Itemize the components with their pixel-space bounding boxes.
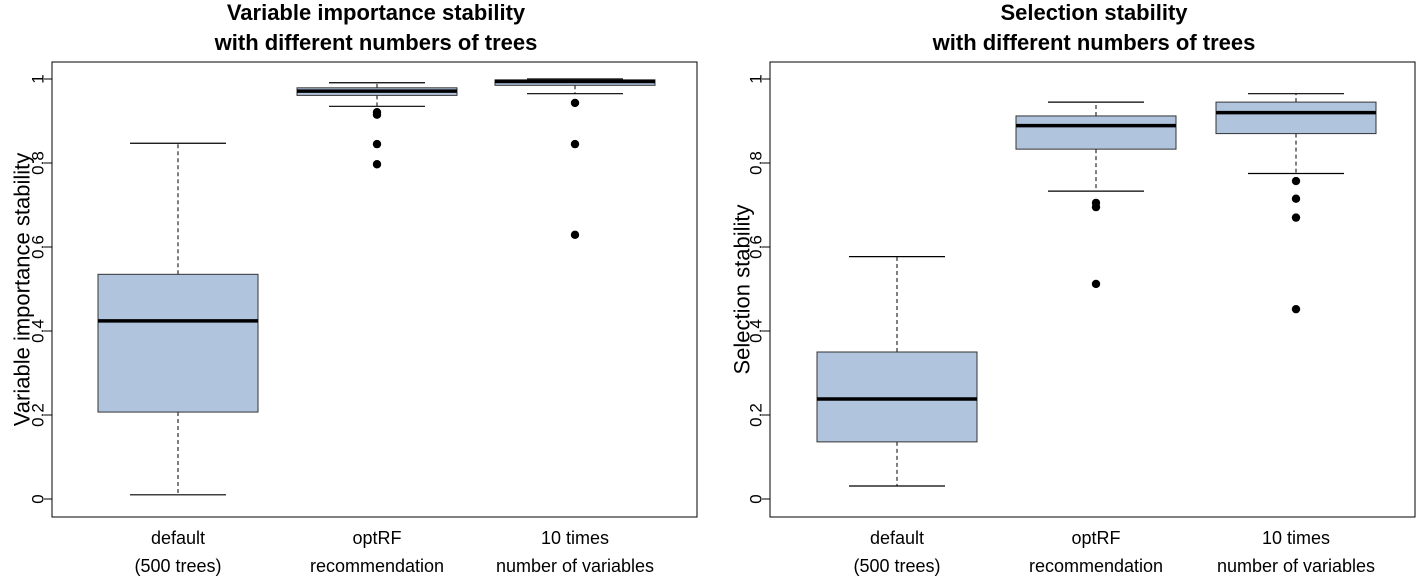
category-label: recommendation — [1029, 556, 1163, 576]
category-label: optRF — [1071, 528, 1120, 548]
plot-frame — [51, 61, 698, 518]
chart-title-line-1: Selection stability — [1000, 0, 1188, 25]
category-label: default — [870, 528, 924, 548]
chart-panel-1: Variable importance stability with differ… — [10, 0, 698, 576]
y-axis-label: Selection stability — [730, 205, 755, 375]
outlier-point — [570, 98, 580, 108]
y-tick-label: 0.6 — [29, 235, 48, 259]
box-2 — [296, 82, 458, 169]
outlier-point — [1291, 304, 1301, 314]
outlier-point — [570, 139, 580, 149]
box-iqr — [1215, 101, 1377, 135]
y-tick-label: 1 — [29, 74, 48, 83]
box-iqr — [97, 273, 259, 413]
box-iqr — [1015, 115, 1177, 150]
chart-title-line-2: with different numbers of trees — [214, 30, 538, 55]
y-tick-label: 0.2 — [747, 403, 766, 427]
y-tick-label: 0 — [29, 494, 48, 503]
outlier-point — [1091, 279, 1101, 289]
y-tick-label: 0.8 — [747, 151, 766, 175]
y-axis-label: Variable importance stability — [10, 153, 35, 427]
outlier-point — [372, 160, 382, 169]
category-label: number of variables — [1217, 556, 1375, 576]
category-label: number of variables — [496, 556, 654, 576]
outlier-point — [372, 110, 382, 119]
box-1 — [97, 142, 259, 496]
y-tick-label: 0.8 — [29, 151, 48, 175]
box-2 — [1015, 101, 1177, 289]
box-3 — [494, 78, 656, 240]
category-label: 10 times — [1262, 528, 1330, 548]
outlier-point — [1291, 176, 1301, 186]
category-label: recommendation — [310, 556, 444, 576]
chart-title-line-2: with different numbers of trees — [932, 30, 1256, 55]
category-label: (500 trees) — [134, 556, 221, 576]
category-label: (500 trees) — [853, 556, 940, 576]
y-tick-label: 1 — [747, 74, 766, 83]
outlier-point — [1291, 213, 1301, 222]
y-tick-label: 0.4 — [29, 319, 48, 343]
box-3 — [1215, 93, 1377, 314]
category-label: 10 times — [541, 528, 609, 548]
y-tick-label: 0 — [747, 494, 766, 503]
outlier-point — [1091, 202, 1101, 212]
plot-frame — [769, 61, 1416, 518]
box-iqr — [816, 351, 978, 443]
chart-panel-2: Selection stability with different number… — [730, 0, 1416, 576]
category-label: optRF — [352, 528, 401, 548]
chart-title-line-1: Variable importance stability — [227, 0, 526, 25]
y-tick-label: 0.2 — [29, 403, 48, 427]
box-1 — [816, 256, 978, 487]
category-label: default — [151, 528, 205, 548]
y-tick-label: 0.6 — [747, 235, 766, 259]
outlier-point — [570, 230, 580, 240]
outlier-point — [372, 139, 382, 149]
outlier-point — [1291, 194, 1301, 203]
y-tick-label: 0.4 — [747, 319, 766, 343]
